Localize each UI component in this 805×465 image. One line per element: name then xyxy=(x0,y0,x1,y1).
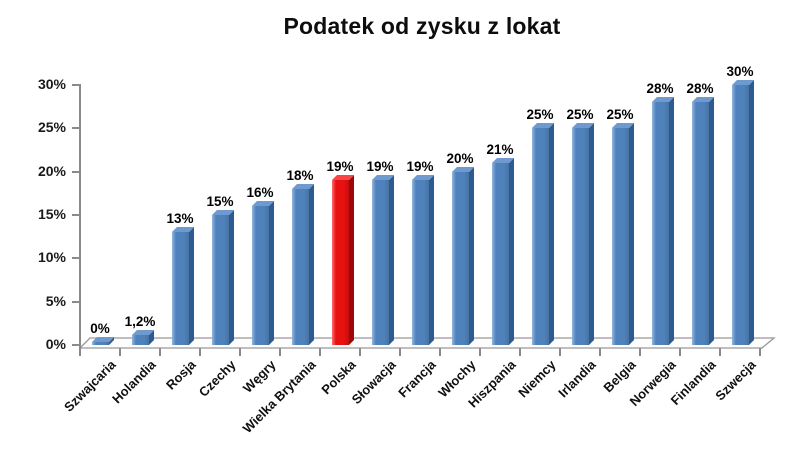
y-axis-tick xyxy=(72,84,80,86)
x-axis-tick xyxy=(559,348,561,356)
y-axis-tick xyxy=(72,170,80,173)
bar-value-label: 28% xyxy=(646,81,674,96)
bar-value-label: 19% xyxy=(406,159,434,174)
y-tick-label: 30% xyxy=(37,76,66,92)
x-axis-tick xyxy=(479,348,481,356)
x-axis-tick xyxy=(399,348,401,356)
x-axis-tick xyxy=(319,348,321,356)
bar-side-face xyxy=(349,175,354,345)
chart-title: Podatek od zysku z lokat xyxy=(283,13,561,39)
bar xyxy=(292,184,314,345)
y-axis-line xyxy=(79,84,81,350)
x-axis-tick xyxy=(79,348,81,356)
x-axis-tick xyxy=(759,348,761,356)
x-axis-tick xyxy=(359,348,361,356)
bar-value-label: 25% xyxy=(566,107,594,122)
y-tick-label: 25% xyxy=(37,119,66,136)
x-axis-tick xyxy=(599,348,601,356)
bar-value-label: 20% xyxy=(446,151,474,166)
bar-side-face xyxy=(309,184,314,345)
bar-value-label: 21% xyxy=(486,142,514,157)
bar xyxy=(652,97,674,345)
bar-value-label: 28% xyxy=(686,81,714,96)
bar-value-label: 25% xyxy=(606,107,634,122)
y-tick-label: 20% xyxy=(37,162,66,179)
y-axis-tick xyxy=(72,344,80,346)
bar-value-label: 16% xyxy=(246,185,274,200)
x-axis-tick xyxy=(639,348,641,356)
bar-value-label: 19% xyxy=(326,159,354,174)
y-axis-tick xyxy=(72,300,80,303)
bar-side-face xyxy=(749,80,754,345)
x-axis-tick xyxy=(199,348,201,356)
bar xyxy=(452,167,474,345)
x-axis-tick xyxy=(679,348,681,356)
x-axis-tick xyxy=(439,348,441,356)
bar xyxy=(412,175,434,345)
bar-value-label: 1,2% xyxy=(124,314,156,329)
bar xyxy=(492,158,514,345)
bar-side-face xyxy=(669,97,674,345)
bar-side-face xyxy=(229,210,234,345)
y-axis-tick xyxy=(72,257,80,260)
bar-value-label: 15% xyxy=(206,194,234,209)
x-axis-tick xyxy=(239,348,241,356)
bar xyxy=(572,123,594,345)
bar xyxy=(252,201,274,345)
bar xyxy=(132,330,154,345)
bar-side-face xyxy=(629,123,634,345)
bar-value-label: 19% xyxy=(366,159,394,174)
bar-side-face xyxy=(429,175,434,345)
y-tick-label: 0% xyxy=(45,336,66,352)
bar-value-label: 18% xyxy=(286,168,314,183)
y-tick-label: 10% xyxy=(37,249,66,266)
bar xyxy=(172,227,194,345)
x-axis-tick xyxy=(719,348,721,356)
bar-side-face xyxy=(269,201,274,345)
bar-side-face xyxy=(509,158,514,345)
bar-side-face xyxy=(189,227,194,345)
bar-value-label: 13% xyxy=(166,211,194,226)
bar-value-label: 25% xyxy=(526,107,554,122)
bar-side-face xyxy=(549,123,554,345)
bar-side-face xyxy=(589,123,594,345)
x-axis-tick xyxy=(519,348,521,356)
y-tick-label: 15% xyxy=(37,206,66,222)
y-tick-label: 5% xyxy=(45,292,66,309)
bar xyxy=(372,175,394,345)
bar-side-face xyxy=(709,97,714,345)
bar xyxy=(732,80,754,345)
x-axis-tick xyxy=(279,348,281,356)
bar xyxy=(532,123,554,345)
bar xyxy=(612,123,634,345)
bar xyxy=(692,97,714,345)
y-axis-tick xyxy=(72,214,80,216)
bar-value-label: 0% xyxy=(90,321,110,336)
x-axis-tick xyxy=(159,348,161,356)
bar-value-label: 30% xyxy=(726,64,754,79)
bar-polska-highlighted xyxy=(332,175,354,345)
bar-side-face xyxy=(469,167,474,345)
bar-side-face xyxy=(389,175,394,345)
y-axis-tick xyxy=(72,127,80,130)
x-axis-tick xyxy=(119,348,121,356)
bar xyxy=(212,210,234,345)
bar xyxy=(92,337,114,345)
